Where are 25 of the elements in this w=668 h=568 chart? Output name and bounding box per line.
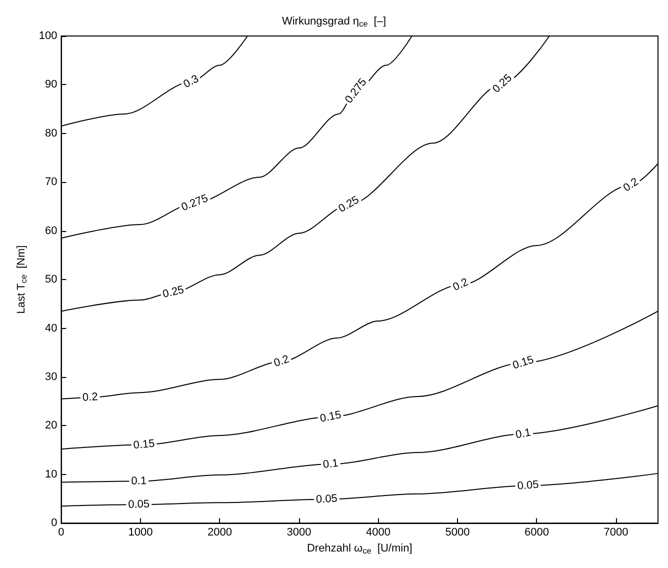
annotation: 0.3	[182, 72, 201, 91]
y-tick-label: 40	[44, 322, 58, 334]
annotation: 0.2	[272, 353, 291, 370]
annotation: 0.2	[621, 176, 641, 194]
y-tick-label: 10	[44, 468, 58, 480]
annotation: 0.2	[451, 276, 470, 294]
y-tick-label: 70	[44, 176, 58, 188]
y-axis-title: Last Tce [Nm]	[16, 245, 28, 314]
y-tick-label: 0	[51, 517, 58, 530]
x-tick-label: 3000	[286, 526, 312, 539]
x-tick-label: 5000	[445, 526, 470, 539]
x-tick-label: 6000	[524, 526, 549, 539]
y-tick-label: 60	[44, 224, 58, 237]
x-tick-label: 4000	[366, 526, 390, 539]
annotation: 0.25	[336, 194, 362, 216]
y-tick-label: 30	[44, 370, 58, 383]
y-tick-label: 100	[38, 30, 58, 42]
y-tick-label: 90	[44, 78, 58, 91]
annotation: 0.25	[490, 72, 514, 96]
y-tick-label: 80	[44, 127, 58, 140]
y-tick-label: 50	[44, 274, 58, 286]
y-tick-label: 20	[44, 420, 58, 432]
x-tick-label: 2000	[207, 526, 232, 539]
x-tick-label: 1000	[128, 526, 153, 539]
x-tick-label: 7000	[604, 526, 628, 539]
